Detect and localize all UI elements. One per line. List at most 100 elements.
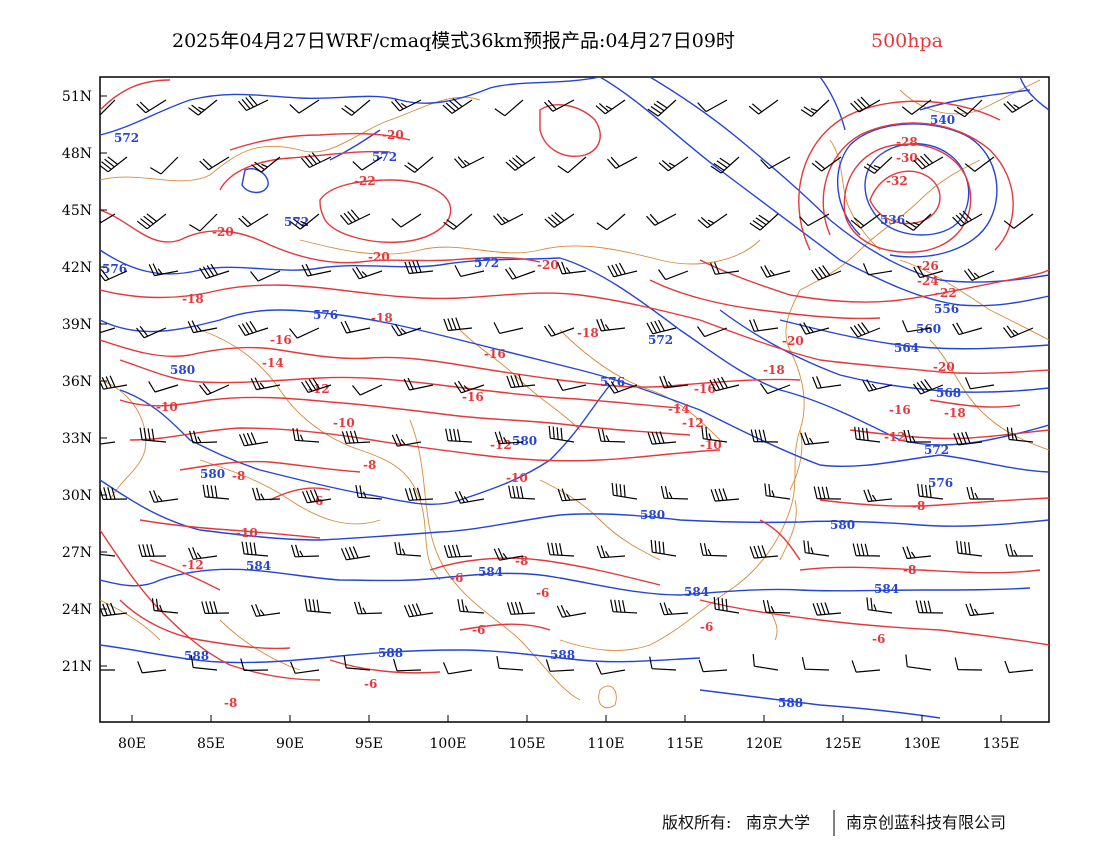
wind-barb xyxy=(291,544,320,558)
wind-barb xyxy=(289,327,320,339)
wind-barb xyxy=(799,213,830,227)
temp-label: -12 xyxy=(682,416,704,430)
height-label: 580 xyxy=(640,508,665,522)
wind-barb xyxy=(556,379,587,391)
wind-barb xyxy=(404,156,434,173)
wind-barb xyxy=(913,153,944,170)
wind-barb xyxy=(136,326,167,339)
wind-barb xyxy=(800,432,830,446)
temp-label: -20 xyxy=(382,128,404,142)
wind-barb xyxy=(647,431,677,445)
height-label: 584 xyxy=(246,559,271,573)
wind-barb xyxy=(544,99,575,112)
lon-tick-label: 125E xyxy=(825,736,862,752)
temp-label: -10 xyxy=(333,416,355,430)
wind-barb xyxy=(851,660,881,673)
temp-label: -14 xyxy=(262,356,284,370)
wind-barb xyxy=(354,601,383,615)
height-label: 568 xyxy=(936,386,961,400)
lon-tick-label: 85E xyxy=(197,736,225,752)
temp-label: -8 xyxy=(232,469,245,483)
temp-label: -18 xyxy=(763,363,785,377)
wind-barb xyxy=(250,377,281,391)
wind-barb xyxy=(801,656,830,671)
wind-barb xyxy=(238,95,269,112)
wind-barb xyxy=(611,482,638,500)
wind-barb xyxy=(901,99,932,115)
temp-label: -6 xyxy=(700,620,713,634)
wind-barb xyxy=(189,430,218,444)
wind-barb xyxy=(713,596,740,614)
lon-tick-label: 80E xyxy=(118,736,146,752)
lon-tick-label: 120E xyxy=(746,736,783,752)
temp-label: -10 xyxy=(236,526,258,540)
wind-barb xyxy=(547,542,575,557)
height-label: 556 xyxy=(934,302,959,316)
wind-barb xyxy=(340,546,371,561)
wind-barb xyxy=(149,490,179,503)
wind-barb xyxy=(1003,325,1034,338)
wind-barb xyxy=(913,265,944,279)
wind-barb xyxy=(505,267,536,280)
wind-barb xyxy=(100,269,128,282)
org-chuanglan-tech: 南京创蓝科技有限公司 xyxy=(846,813,1006,832)
wind-barb xyxy=(544,211,575,228)
wind-barb xyxy=(863,156,893,174)
wind-barb xyxy=(508,485,536,500)
height-label: 588 xyxy=(378,646,403,660)
wind-barb xyxy=(443,213,473,230)
wind-barb xyxy=(659,375,689,389)
lat-tick-label: 45N xyxy=(62,203,92,219)
wind-barb xyxy=(660,485,689,500)
wind-barb xyxy=(1005,543,1033,557)
wind-barb xyxy=(545,659,575,672)
temp-label: -16 xyxy=(270,333,292,347)
wind-barb xyxy=(659,602,689,616)
wind-barb xyxy=(496,655,524,671)
wind-barb xyxy=(137,661,167,674)
wind-barb xyxy=(760,265,791,278)
lon-tick-label: 135E xyxy=(983,736,1020,752)
wind-barb xyxy=(596,318,626,332)
wind-barb xyxy=(251,156,281,173)
temp-label: -16 xyxy=(889,403,911,417)
wind-barb xyxy=(290,661,320,674)
wind-barb xyxy=(150,156,179,175)
wind-barb xyxy=(762,599,791,614)
wind-barb xyxy=(443,317,473,332)
wind-barb xyxy=(241,541,269,557)
wind-barb xyxy=(454,156,485,169)
chart-title: 2025年04月27日WRF/cmaq模式36km预报产品:04月27日09时 xyxy=(172,30,735,52)
wind-barb xyxy=(649,656,677,671)
wind-barb xyxy=(188,547,218,560)
wind-barb xyxy=(250,270,281,282)
wind-barb xyxy=(238,432,269,447)
wind-barb xyxy=(240,658,269,671)
wind-barb xyxy=(199,263,230,279)
wind-barb xyxy=(151,598,179,614)
height-label: 580 xyxy=(512,434,537,448)
wind-barb xyxy=(100,327,116,334)
temp-label: -10 xyxy=(156,400,178,414)
wind-barb xyxy=(862,263,893,276)
wind-barb xyxy=(100,156,128,173)
height-label: 576 xyxy=(102,262,127,276)
wind-barb xyxy=(749,545,779,559)
wind-barb xyxy=(301,263,332,277)
wind-barb xyxy=(355,484,383,500)
wind-barb xyxy=(760,156,791,170)
height-label: 588 xyxy=(184,649,209,663)
temp-label: -18 xyxy=(577,326,599,340)
height-label: 584 xyxy=(478,565,503,579)
wind-barb xyxy=(917,483,944,500)
wind-barb xyxy=(866,597,893,614)
wind-barb xyxy=(956,540,983,557)
wind-barb xyxy=(238,213,269,228)
wind-barb xyxy=(289,99,320,114)
wind-barb xyxy=(647,99,677,117)
wind-barb xyxy=(752,653,779,671)
wind-barb xyxy=(812,376,842,389)
lat-tick-label: 39N xyxy=(62,317,92,333)
temp-label: -32 xyxy=(886,174,908,188)
wind-barb xyxy=(610,599,638,614)
